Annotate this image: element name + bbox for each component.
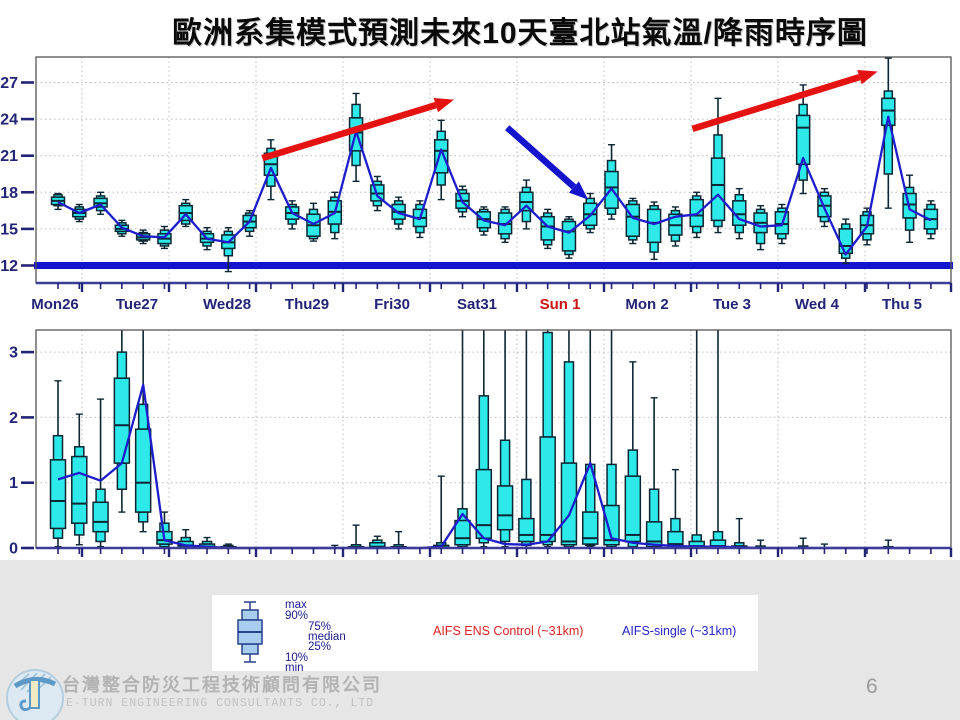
box-plot — [539, 330, 556, 548]
page-title: 歐洲系集模式預測未來10天臺北站氣溫/降雨時序圖 — [172, 17, 868, 50]
box-plot — [519, 179, 534, 230]
box-plot — [306, 202, 321, 242]
y-axis-tick-label: 3 — [9, 345, 18, 362]
legend-label-10pct: 10% — [285, 652, 309, 664]
company-name-en: E-TURN ENGINEERING CONSULTANTS CO., LTD — [66, 697, 375, 710]
x-axis-day-labels: Mon26 Tue27 Wed28 Thu29 Fri30 Sat31 Sun 1 Mon 2… — [0, 296, 960, 318]
company-logo — [6, 669, 64, 720]
boxplot-legend-glyph — [237, 601, 263, 663]
box-plot — [157, 225, 172, 250]
box-plot — [50, 192, 66, 211]
box-plot — [92, 398, 109, 548]
legend-label-max: max — [285, 599, 307, 611]
x-axis-day-label: Mon 2 — [625, 296, 669, 313]
page-number: 6 — [866, 675, 878, 698]
box-plot — [583, 192, 598, 234]
x-axis-day-label: Sun 1 — [539, 296, 581, 313]
legend-label-90pct: 90% — [285, 610, 309, 622]
x-axis-day-label: Wed 4 — [795, 296, 839, 313]
box-plot — [668, 206, 683, 247]
box-plot — [838, 218, 853, 264]
rainfall-chart-canvas: 0 1 2 3 — [9, 329, 953, 558]
trend-arrow-red — [691, 69, 878, 132]
box-plot — [645, 397, 663, 549]
y-axis-tick-label: 18 — [0, 185, 18, 202]
legend-label-75pct: 75% — [308, 621, 332, 633]
temperature-chart-canvas: 12 15 18 21 24 27 — [0, 56, 953, 292]
legend-series-single: AIFS-single (~31km) — [622, 624, 737, 638]
x-axis-day-label: Thu 5 — [882, 296, 922, 313]
forecast-line — [57, 383, 931, 550]
y-axis-tick-label: 21 — [0, 148, 18, 165]
y-axis-tick-label: 2 — [9, 410, 18, 427]
y-axis-tick-label: 24 — [0, 112, 18, 129]
box-plot — [753, 205, 768, 251]
x-axis-day-label: Mon26 — [31, 296, 79, 313]
box-plot — [667, 468, 684, 549]
box-plot — [797, 537, 809, 549]
y-axis-tick-label: 15 — [0, 221, 18, 238]
box-plot — [496, 330, 514, 548]
box-plot — [561, 215, 577, 259]
plot-frame — [35, 329, 952, 549]
x-axis-day-label: Tue 3 — [712, 296, 752, 313]
box-plot — [178, 198, 193, 228]
box-plot — [881, 57, 896, 209]
y-axis-tick-label: 0 — [9, 541, 18, 558]
box-plot — [347, 524, 365, 549]
box-plot — [795, 84, 811, 195]
legend-label-25pct: 25% — [308, 641, 332, 653]
box-plot — [560, 330, 578, 549]
trend-arrow-blue — [505, 125, 589, 200]
legend-label-median: median — [308, 631, 346, 643]
box-plot — [369, 535, 386, 549]
box-plot — [475, 330, 493, 548]
box-plot — [582, 330, 599, 548]
box-plot — [49, 380, 67, 548]
legend-series-control: AIFS ENS Control (~31km) — [433, 624, 584, 638]
company-name-zh: 台灣整合防災工程技術顧問有限公司 — [62, 675, 382, 695]
rainfall-chart: 0 1 2 3 — [0, 322, 960, 572]
box-plot — [263, 139, 279, 201]
box-plot — [348, 92, 364, 183]
box-plot — [625, 197, 641, 245]
y-axis-tick-label: 1 — [9, 475, 18, 492]
forecast-line — [57, 115, 932, 256]
box-plot — [242, 209, 257, 237]
x-axis-day-label: Fri30 — [374, 296, 410, 313]
chart-legend: max 90% 75% median 25% 10% min AIFS ENS … — [212, 595, 758, 674]
trend-arrow-red — [261, 97, 454, 162]
box-plot — [327, 191, 343, 240]
box-plot — [113, 330, 131, 513]
box-plot — [603, 330, 620, 549]
box-plot — [93, 191, 108, 215]
box-plot — [646, 201, 662, 261]
x-axis-day-label: Thu29 — [284, 296, 330, 313]
box-plot — [624, 361, 642, 549]
x-axis-day-label: Sat31 — [456, 296, 498, 313]
legend-label-min: min — [285, 662, 304, 674]
y-axis-tick-label: 27 — [0, 75, 18, 92]
y-axis-tick-label: 12 — [0, 258, 18, 275]
box-plot — [518, 330, 535, 549]
temperature-chart: 12 15 18 21 24 27 — [0, 50, 960, 305]
x-axis-day-label: Wed28 — [202, 296, 252, 313]
box-plot — [71, 413, 88, 546]
x-axis-day-label: Tue27 — [115, 296, 159, 313]
box-plot — [604, 144, 619, 220]
box-plot — [731, 517, 748, 549]
box-plot — [390, 530, 407, 549]
box-plot — [709, 330, 727, 549]
